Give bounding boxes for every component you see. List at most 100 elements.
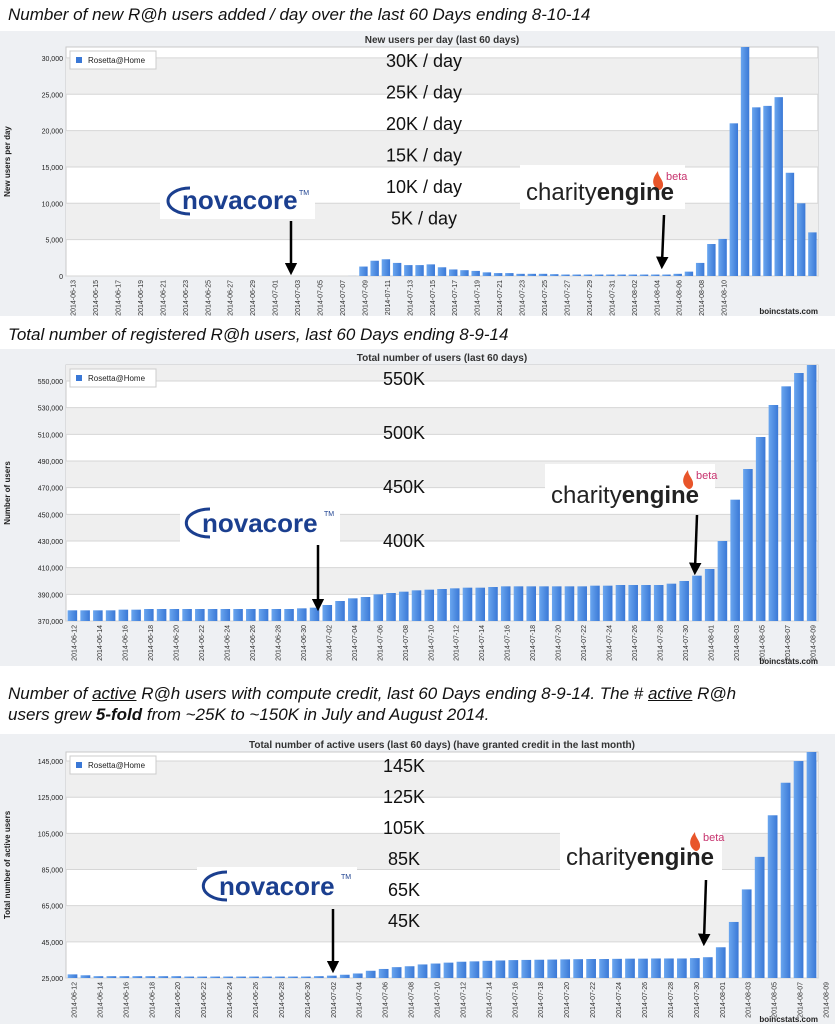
- x-tick-label: 2014-07-14: [486, 982, 493, 1018]
- y-tick-label: 10,000: [42, 201, 64, 208]
- x-tick-label: 2014-07-01: [273, 280, 280, 316]
- novacore-logo: novacore TM: [197, 867, 357, 905]
- bar: [628, 274, 638, 276]
- x-tick-label: 2014-07-17: [452, 280, 459, 316]
- x-tick-label: 2014-06-25: [205, 280, 212, 316]
- bar: [702, 957, 713, 978]
- y-tick-label: 510,000: [38, 432, 63, 439]
- bar: [740, 47, 750, 276]
- legend: [69, 755, 157, 775]
- bar: [373, 594, 384, 621]
- y-tick-label: 25,000: [42, 92, 64, 99]
- bar: [365, 970, 376, 978]
- bar: [677, 958, 687, 978]
- bar: [534, 959, 545, 978]
- annotation-label: 30K / day: [386, 51, 462, 71]
- x-tick-label: 2014-08-07: [798, 982, 805, 1018]
- bar: [583, 274, 593, 276]
- bar: [806, 365, 817, 621]
- bar: [728, 921, 739, 978]
- bar: [482, 960, 493, 978]
- x-tick-label: 2014-08-01: [720, 982, 727, 1018]
- bar: [106, 976, 117, 978]
- bar: [118, 609, 129, 621]
- y-tick-label: 450,000: [38, 512, 63, 519]
- caption-active-part-1: Number of: [8, 684, 93, 703]
- annotation-label: 20K / day: [386, 114, 462, 134]
- bar: [381, 259, 391, 276]
- bar: [415, 265, 424, 276]
- y-tick-label: 45,000: [42, 940, 64, 947]
- bar: [275, 976, 285, 978]
- bar: [462, 587, 473, 621]
- y-tick-label: 85,000: [42, 868, 64, 875]
- bar: [335, 601, 345, 621]
- bar: [768, 405, 779, 621]
- bar: [617, 274, 626, 276]
- bar: [664, 958, 674, 978]
- caption-active-part-5: from ~25K to ~150K in July and August 20…: [142, 705, 490, 724]
- x-tick-label: 2014-07-31: [609, 280, 616, 316]
- bar: [781, 386, 791, 621]
- charityengine-logo-text: charityengine: [526, 179, 674, 206]
- bar: [594, 274, 604, 276]
- bar: [679, 581, 689, 621]
- bar: [651, 958, 661, 978]
- bar: [572, 274, 581, 276]
- x-tick-label: 2014-07-11: [385, 280, 392, 315]
- bar: [220, 609, 231, 621]
- bar: [612, 958, 622, 978]
- charityengine-beta-text: beta: [703, 832, 725, 844]
- bar: [695, 262, 705, 276]
- bar: [521, 959, 532, 978]
- grid-band: [66, 514, 818, 541]
- charityengine-arrow: [697, 879, 711, 947]
- bar: [488, 587, 498, 621]
- bar: [684, 271, 694, 276]
- bar: [602, 585, 613, 621]
- bar: [223, 976, 233, 978]
- y-tick-label: 65,000: [42, 904, 64, 911]
- annotation-label: 25K / day: [386, 83, 462, 103]
- bar: [284, 609, 294, 621]
- engine-word: engine: [637, 844, 714, 871]
- x-tick-label: 2014-08-09: [811, 625, 818, 661]
- x-tick-label: 2014-06-16: [122, 625, 129, 661]
- x-tick-label: 2014-06-22: [199, 625, 206, 661]
- x-tick-label: 2014-08-01: [709, 625, 716, 661]
- x-tick-label: 2014-08-09: [823, 982, 830, 1018]
- x-tick-label: 2014-06-18: [148, 625, 155, 661]
- bar: [424, 589, 435, 621]
- grid-band: [66, 130, 818, 167]
- charity-word: charity: [551, 482, 622, 509]
- x-tick-label: 2014-07-26: [642, 982, 649, 1018]
- engine-word: engine: [622, 482, 699, 509]
- bar: [449, 588, 460, 621]
- bar: [539, 586, 549, 621]
- bar: [378, 968, 389, 978]
- bar: [500, 586, 511, 621]
- bar: [426, 264, 435, 276]
- annotation-label: 45K: [388, 911, 420, 931]
- bar: [717, 541, 728, 621]
- active-users-chart: 25,000 45,000 65,000 85,000 105,000 125,000 14…: [0, 734, 835, 1024]
- bar: [119, 976, 130, 978]
- bar: [210, 976, 220, 978]
- legend-swatch: [76, 57, 82, 63]
- y-axis-label: Number of users: [3, 461, 12, 525]
- credit-label: boincstats.com: [759, 307, 818, 316]
- y-tick-label: 30,000: [42, 56, 64, 63]
- bar: [169, 609, 180, 621]
- bar: [590, 585, 600, 621]
- x-tick-label: 2014-07-22: [581, 625, 588, 661]
- x-tick-label: 2014-07-18: [538, 982, 545, 1018]
- y-tick-label: 125,000: [38, 795, 63, 802]
- bar: [67, 974, 78, 978]
- engine-word: engine: [597, 179, 674, 206]
- caption-new-users: Number of new R@h users added / day over…: [8, 5, 591, 24]
- bar: [730, 499, 740, 621]
- bar: [246, 609, 256, 621]
- total-users-chart: 370,000 390,000 410,000 430,000 450,000 470,0…: [0, 349, 835, 666]
- y-tick-label: 0: [59, 274, 63, 281]
